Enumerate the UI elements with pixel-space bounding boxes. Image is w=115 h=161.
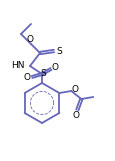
Text: O: O xyxy=(23,74,30,82)
Text: O: O xyxy=(71,85,78,95)
Text: S: S xyxy=(56,47,61,56)
Text: HN: HN xyxy=(11,61,25,70)
Text: O: O xyxy=(26,35,33,44)
Text: S: S xyxy=(40,68,45,77)
Text: O: O xyxy=(72,110,79,119)
Text: O: O xyxy=(51,63,58,72)
